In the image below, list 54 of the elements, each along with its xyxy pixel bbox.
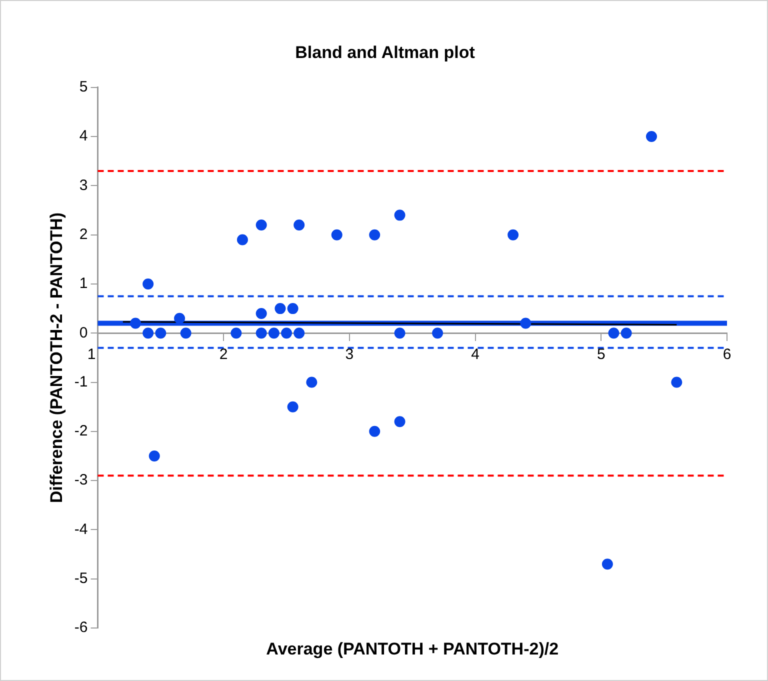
point bbox=[148, 450, 160, 462]
y-tick-label: -2 bbox=[74, 422, 88, 440]
chart-title: Bland and Altman plot bbox=[295, 42, 476, 62]
x-tick-label: 5 bbox=[596, 346, 606, 363]
point bbox=[608, 328, 620, 339]
y-tick-label: -3 bbox=[74, 472, 88, 489]
point bbox=[394, 416, 406, 428]
point bbox=[287, 401, 298, 412]
y-tick-label: 2 bbox=[79, 226, 88, 243]
point bbox=[236, 234, 248, 246]
point bbox=[142, 278, 154, 290]
point bbox=[287, 303, 298, 314]
point bbox=[432, 328, 444, 339]
point bbox=[281, 328, 292, 339]
point bbox=[180, 328, 192, 339]
point bbox=[620, 328, 632, 339]
y-tick-label: 1 bbox=[79, 275, 88, 292]
x-tick-label: 6 bbox=[722, 346, 732, 363]
point bbox=[394, 210, 406, 221]
point bbox=[369, 229, 380, 240]
point bbox=[256, 328, 267, 339]
point bbox=[294, 328, 305, 339]
point bbox=[369, 426, 380, 437]
y-tick-label: -5 bbox=[74, 570, 88, 587]
point bbox=[671, 376, 682, 388]
point bbox=[256, 220, 267, 231]
x-tick-label: 3 bbox=[345, 346, 354, 363]
x-tick-label: 2 bbox=[219, 346, 228, 363]
point bbox=[394, 328, 406, 339]
x-axis-title: Average (PANTOTH + PANTOTH-2)/2 bbox=[266, 640, 559, 659]
y-tick-label: 3 bbox=[79, 176, 88, 194]
point bbox=[294, 220, 305, 231]
point bbox=[306, 376, 318, 388]
point bbox=[646, 131, 657, 142]
y-tick-label: 4 bbox=[79, 128, 88, 145]
point bbox=[331, 229, 342, 240]
point bbox=[274, 303, 286, 314]
point bbox=[602, 558, 613, 570]
point bbox=[130, 318, 141, 329]
point bbox=[520, 318, 532, 329]
y-tick-label: -4 bbox=[74, 520, 88, 538]
point bbox=[142, 328, 154, 339]
point bbox=[155, 328, 166, 339]
y-tick-label: 5 bbox=[79, 78, 88, 96]
y-tick-label: -1 bbox=[74, 373, 88, 390]
point bbox=[174, 312, 186, 324]
point bbox=[268, 328, 280, 339]
y-tick-label: 0 bbox=[79, 324, 88, 342]
point bbox=[508, 229, 519, 240]
point bbox=[256, 308, 267, 319]
y-tick-label: -6 bbox=[74, 619, 88, 636]
x-tick-label: 4 bbox=[471, 346, 480, 363]
point bbox=[230, 328, 242, 339]
y-axis-title: Difference (PANTOTH-2 - PANTOTH) bbox=[46, 212, 66, 503]
